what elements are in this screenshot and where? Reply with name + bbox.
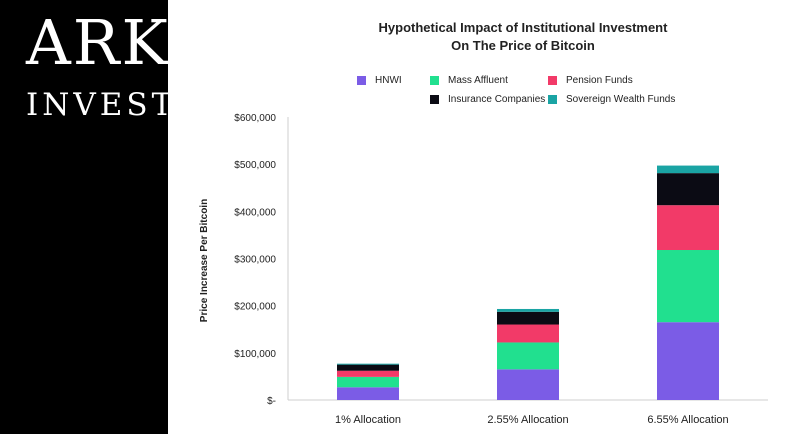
bar-segment bbox=[657, 165, 719, 174]
y-tick-label: $500,000 bbox=[234, 160, 276, 171]
legend-item: Sovereign Wealth Funds bbox=[548, 94, 675, 105]
logo-invest-text: INVEST bbox=[26, 87, 177, 123]
y-axis-label: Price Increase Per Bitcoin bbox=[199, 199, 210, 322]
legend-swatch bbox=[357, 76, 366, 85]
x-tick-label: 6.55% Allocation bbox=[647, 414, 728, 426]
legend-item: HNWI bbox=[357, 75, 402, 86]
y-tick-label: $100,000 bbox=[234, 349, 276, 360]
bar-segment bbox=[657, 205, 719, 251]
x-tick-label: 1% Allocation bbox=[335, 414, 401, 426]
bar-segment bbox=[337, 363, 399, 365]
legend-label: Mass Affluent bbox=[448, 75, 508, 86]
bar-segment bbox=[337, 376, 399, 388]
chart-title: Hypothetical Impact of Institutional Inv… bbox=[378, 20, 668, 35]
bar-segment bbox=[337, 370, 399, 377]
bar-segment bbox=[497, 324, 559, 343]
bar-segment bbox=[497, 311, 559, 325]
bar-segment bbox=[497, 308, 559, 312]
y-tick-label: $300,000 bbox=[234, 255, 276, 266]
bar-segment bbox=[337, 387, 399, 400]
bar-segment bbox=[497, 342, 559, 370]
y-tick-label: $400,000 bbox=[234, 207, 276, 218]
legend-item: Mass Affluent bbox=[430, 75, 508, 86]
bar-segment bbox=[657, 250, 719, 323]
logo-ark-text: ARK bbox=[26, 6, 170, 79]
legend-swatch bbox=[430, 95, 439, 104]
legend-label: HNWI bbox=[375, 75, 402, 86]
x-tick-label: 2.55% Allocation bbox=[487, 414, 568, 426]
bar-segment bbox=[657, 173, 719, 206]
legend-label: Insurance Companies bbox=[448, 94, 546, 105]
logo-panel: ARK INVEST bbox=[0, 0, 172, 434]
legend-swatch bbox=[548, 76, 557, 85]
bar-segment bbox=[337, 364, 399, 371]
legend-swatch bbox=[430, 76, 439, 85]
legend-label: Sovereign Wealth Funds bbox=[566, 94, 676, 105]
chart-subtitle: On The Price of Bitcoin bbox=[451, 38, 595, 53]
y-tick-label: $200,000 bbox=[234, 302, 276, 313]
y-tick-label: $600,000 bbox=[234, 113, 276, 124]
legend-swatch bbox=[548, 95, 557, 104]
legend-item: Pension Funds bbox=[548, 75, 633, 86]
legend-item: Insurance Companies bbox=[430, 94, 545, 105]
y-tick-label: $- bbox=[267, 396, 276, 407]
legend-label: Pension Funds bbox=[566, 75, 633, 86]
bar-segment bbox=[657, 322, 719, 400]
bar-segment bbox=[497, 369, 559, 400]
